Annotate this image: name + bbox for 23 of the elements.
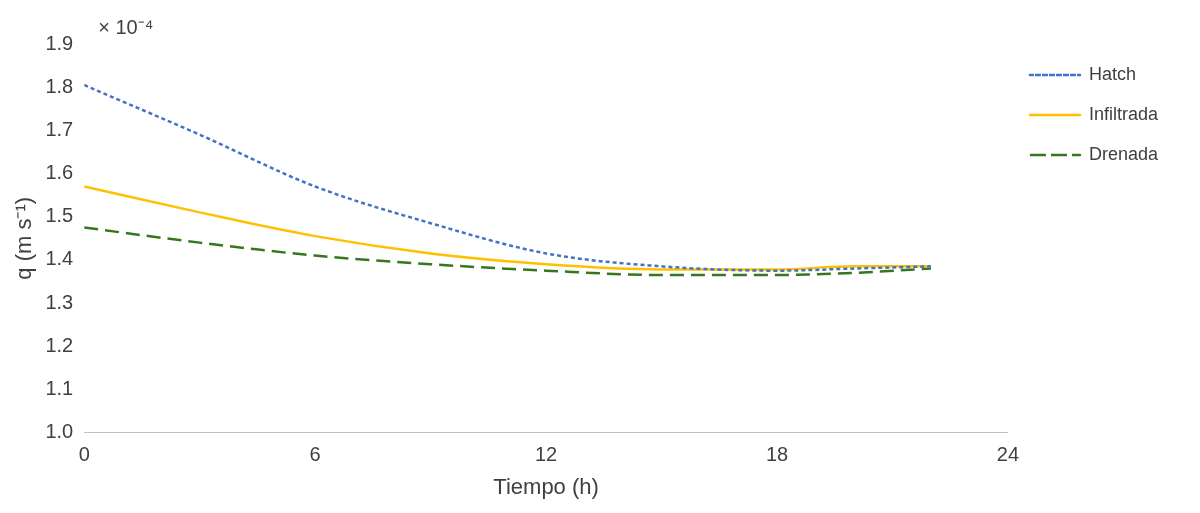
legend-label: Infiltrada — [1088, 103, 1159, 124]
legend-label: Drenada — [1088, 143, 1159, 164]
line-series — [84, 83, 933, 272]
x-tick-label: 18 — [765, 443, 789, 466]
line-series — [84, 226, 933, 277]
y-tick-label: 1.4 — [45, 247, 74, 270]
y-axis-title: q (m s⁻¹) — [11, 196, 37, 280]
text: × 10⁻⁴ — [98, 15, 154, 38]
y-tick-label: 1.3 — [45, 290, 74, 313]
y-tick-label: 1.0 — [45, 420, 74, 443]
y-tick-label: 1.5 — [45, 204, 74, 227]
x-tick-label: 6 — [309, 443, 321, 466]
legend-label: Hatch — [1088, 63, 1136, 84]
y-tick-label: 1.6 — [45, 161, 74, 184]
x-axis-title: Tiempo (h) — [493, 473, 599, 499]
y-tick-label: 1.9 — [45, 31, 74, 54]
y-tick-label: 1.7 — [45, 117, 74, 140]
y-tick-label: 1.8 — [45, 74, 74, 97]
y-tick-label: 1.2 — [45, 333, 74, 356]
x-tick-label: 0 — [78, 443, 90, 466]
y-tick-label: 1.1 — [45, 376, 74, 399]
x-tick-label: 24 — [996, 443, 1020, 466]
x-tick-label: 12 — [534, 443, 558, 466]
